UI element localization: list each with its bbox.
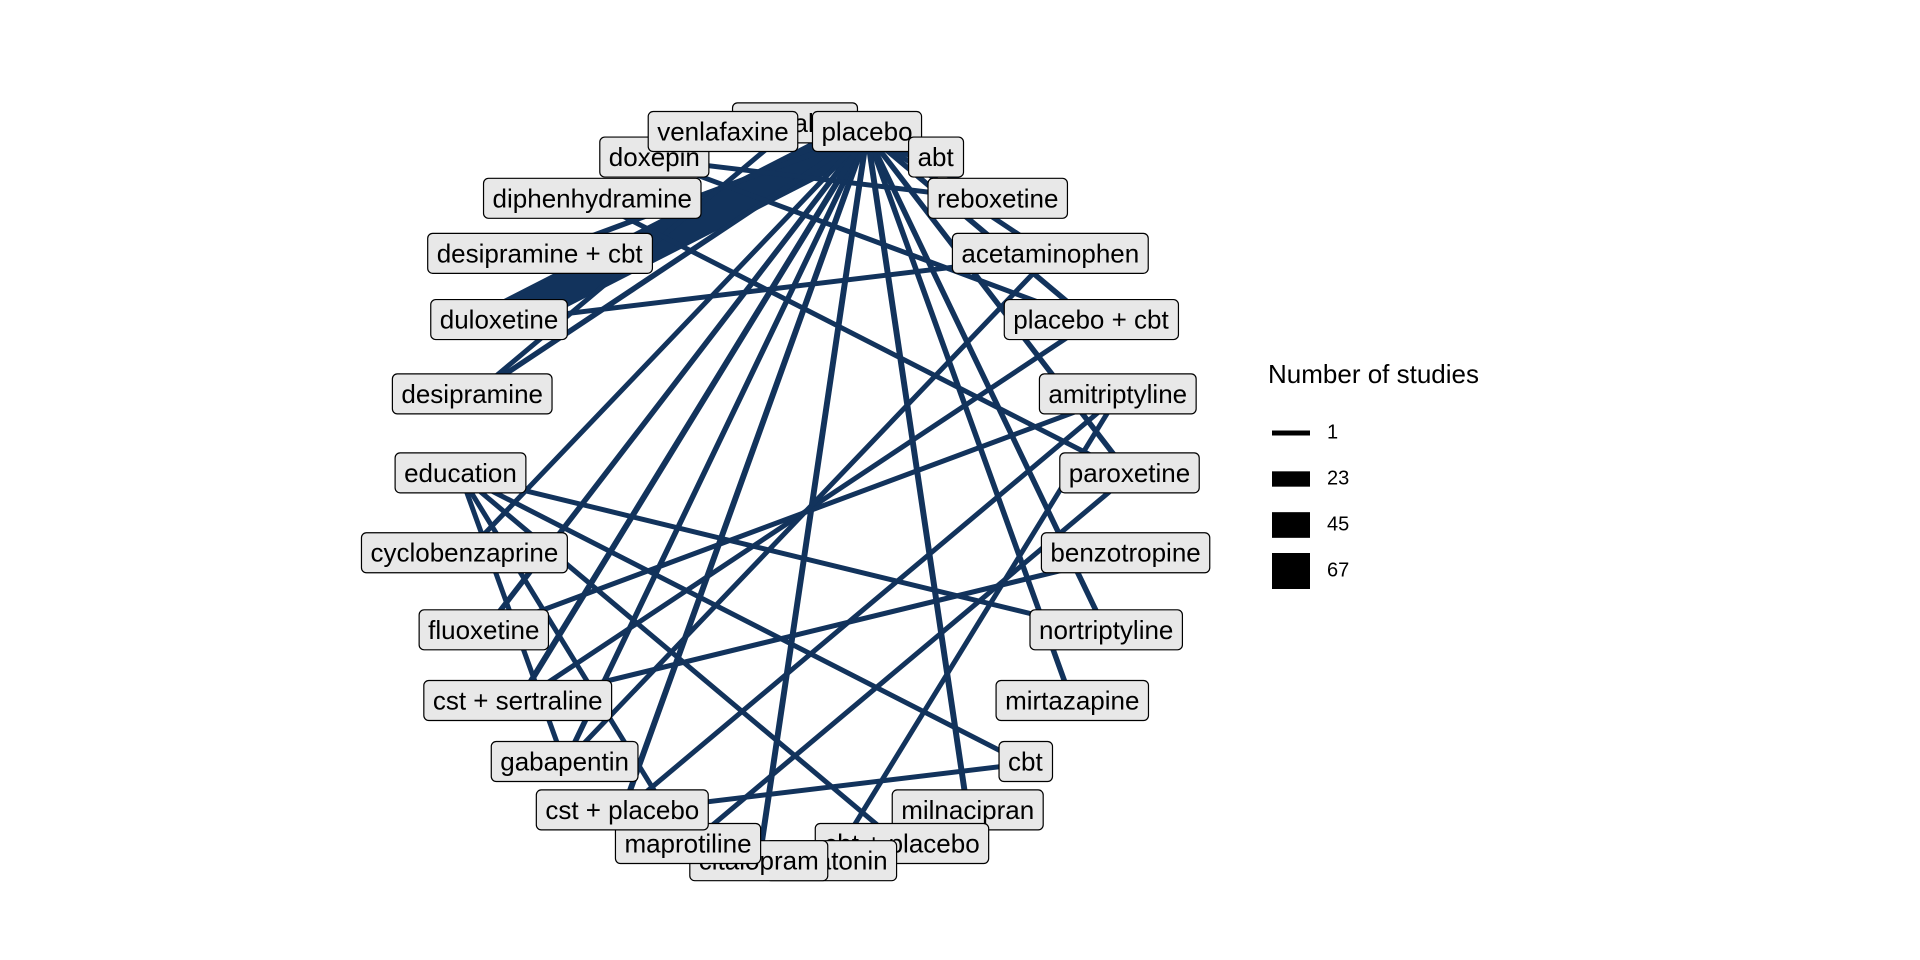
node-label: acetaminophen <box>961 238 1139 268</box>
node-label: cst + sertraline <box>433 686 603 716</box>
legend: Number of studies 1 23 45 67 <box>1268 359 1479 589</box>
node-label: nortriptyline <box>1039 615 1173 645</box>
legend-label-67: 67 <box>1327 559 1349 581</box>
node-label: cst + placebo <box>545 795 699 825</box>
legend-key-1 <box>1272 430 1310 436</box>
node-box <box>927 177 1069 219</box>
node-box <box>1038 373 1197 415</box>
edge-nortriptyline-education <box>459 472 1107 635</box>
node-label: milnacipran <box>901 795 1034 825</box>
node-box <box>423 679 613 722</box>
node-label: mirtazapine <box>1005 686 1139 716</box>
node-box <box>490 740 639 783</box>
legend-label-45: 45 <box>1327 513 1349 535</box>
node-milnacipran: milnacipran <box>891 789 1044 831</box>
node-label: gabapentin <box>500 746 629 776</box>
node-box <box>1003 298 1180 341</box>
node-reboxetine: reboxetine <box>927 177 1069 219</box>
legend-items: 1 23 45 67 <box>1272 421 1349 589</box>
node-label: desipramine <box>401 379 543 409</box>
node-box <box>1040 532 1211 574</box>
node-label: desipramine + cbt <box>437 238 644 268</box>
node-box <box>1029 609 1184 651</box>
node-label: education <box>404 458 517 488</box>
node-acetaminophen: acetaminophen <box>951 232 1149 274</box>
node-mirtazapine: mirtazapine <box>995 679 1150 722</box>
node-label: cbt <box>1008 746 1043 776</box>
node-desipramine-cbt: desipramine + cbt <box>427 232 654 274</box>
node-cyclobenzaprine: cyclobenzaprine <box>360 532 568 574</box>
node-box <box>811 110 923 153</box>
node-placebo-cbt: placebo + cbt <box>1003 298 1180 341</box>
node-label: cyclobenzaprine <box>370 538 558 568</box>
node-box <box>647 110 799 153</box>
node-fluoxetine: fluoxetine <box>418 609 550 651</box>
node-diphenhydramine: diphenhydramine <box>482 177 702 219</box>
node-box <box>360 532 568 574</box>
edge-placebo-duloxetine <box>490 117 876 338</box>
node-paroxetine: paroxetine <box>1059 452 1200 494</box>
node-label: placebo + cbt <box>1013 305 1169 335</box>
node-cbt: cbt <box>998 740 1054 783</box>
node-box <box>427 232 654 274</box>
node-label: amitriptyline <box>1048 379 1187 409</box>
legend-key-67 <box>1272 553 1310 589</box>
legend-key-23 <box>1272 471 1310 487</box>
node-label: diphenhydramine <box>493 183 692 213</box>
node-label: duloxetine <box>440 305 559 335</box>
edge-layer <box>458 117 1132 865</box>
node-amitriptyline: amitriptyline <box>1038 373 1197 415</box>
node-label: abt <box>918 142 955 172</box>
node-box <box>482 177 702 219</box>
edge-placebo-cyclobenzaprine <box>462 131 869 557</box>
node-gabapentin: gabapentin <box>490 740 639 783</box>
node-box <box>391 373 553 415</box>
node-duloxetine: duloxetine <box>430 298 568 341</box>
legend-label-1: 1 <box>1327 421 1338 443</box>
edge-acetaminophen-gabapentin <box>562 253 1053 766</box>
node-abt: abt <box>907 136 965 178</box>
node-label: maprotiline <box>624 829 751 859</box>
edge-placebo-cst-sertraline <box>515 132 870 705</box>
node-box <box>998 740 1054 783</box>
node-box <box>430 298 568 341</box>
node-education: education <box>394 452 527 494</box>
edge-placebo-placebo-cbt <box>865 131 1093 324</box>
node-box <box>394 452 527 494</box>
node-label: paroxetine <box>1069 458 1190 488</box>
edge-cbt-education <box>459 472 1027 766</box>
node-venlafaxine: venlafaxine <box>647 110 799 153</box>
node-box <box>951 232 1149 274</box>
edge-placebo-cst-placebo <box>619 132 870 814</box>
edge-benzotropine-cst-sertraline <box>517 552 1127 706</box>
node-box <box>1059 452 1200 494</box>
legend-key-45 <box>1272 512 1310 538</box>
node-layer: sertralineplaceboabtreboxetineacetaminop… <box>360 102 1211 882</box>
node-nortriptyline: nortriptyline <box>1029 609 1184 651</box>
edge-placebo-cbt-doxepin <box>653 156 1092 325</box>
node-label: placebo <box>821 117 912 147</box>
edge-paroxetine-diphenhydramine <box>591 198 1131 478</box>
node-label: reboxetine <box>937 183 1058 213</box>
node-benzotropine: benzotropine <box>1040 532 1211 574</box>
node-desipramine: desipramine <box>391 373 553 415</box>
node-box <box>995 679 1150 722</box>
node-label: fluoxetine <box>428 615 539 645</box>
node-label: benzotropine <box>1050 538 1200 568</box>
edge-placebo-gabapentin <box>562 132 870 765</box>
legend-label-23: 23 <box>1327 467 1349 489</box>
node-cst-placebo: cst + placebo <box>535 789 709 831</box>
legend-title: Number of studies <box>1268 359 1479 389</box>
edge-amitriptyline-cst-placebo <box>620 394 1120 814</box>
node-box <box>535 789 709 831</box>
edge-placebo-mirtazapine <box>864 132 1075 704</box>
node-box <box>907 136 965 178</box>
node-box <box>418 609 550 651</box>
node-placebo: placebo <box>811 110 923 153</box>
node-cst-sertraline: cst + sertraline <box>423 679 613 722</box>
node-maprotiline: maprotiline <box>614 822 762 865</box>
node-label: venlafaxine <box>657 117 789 147</box>
